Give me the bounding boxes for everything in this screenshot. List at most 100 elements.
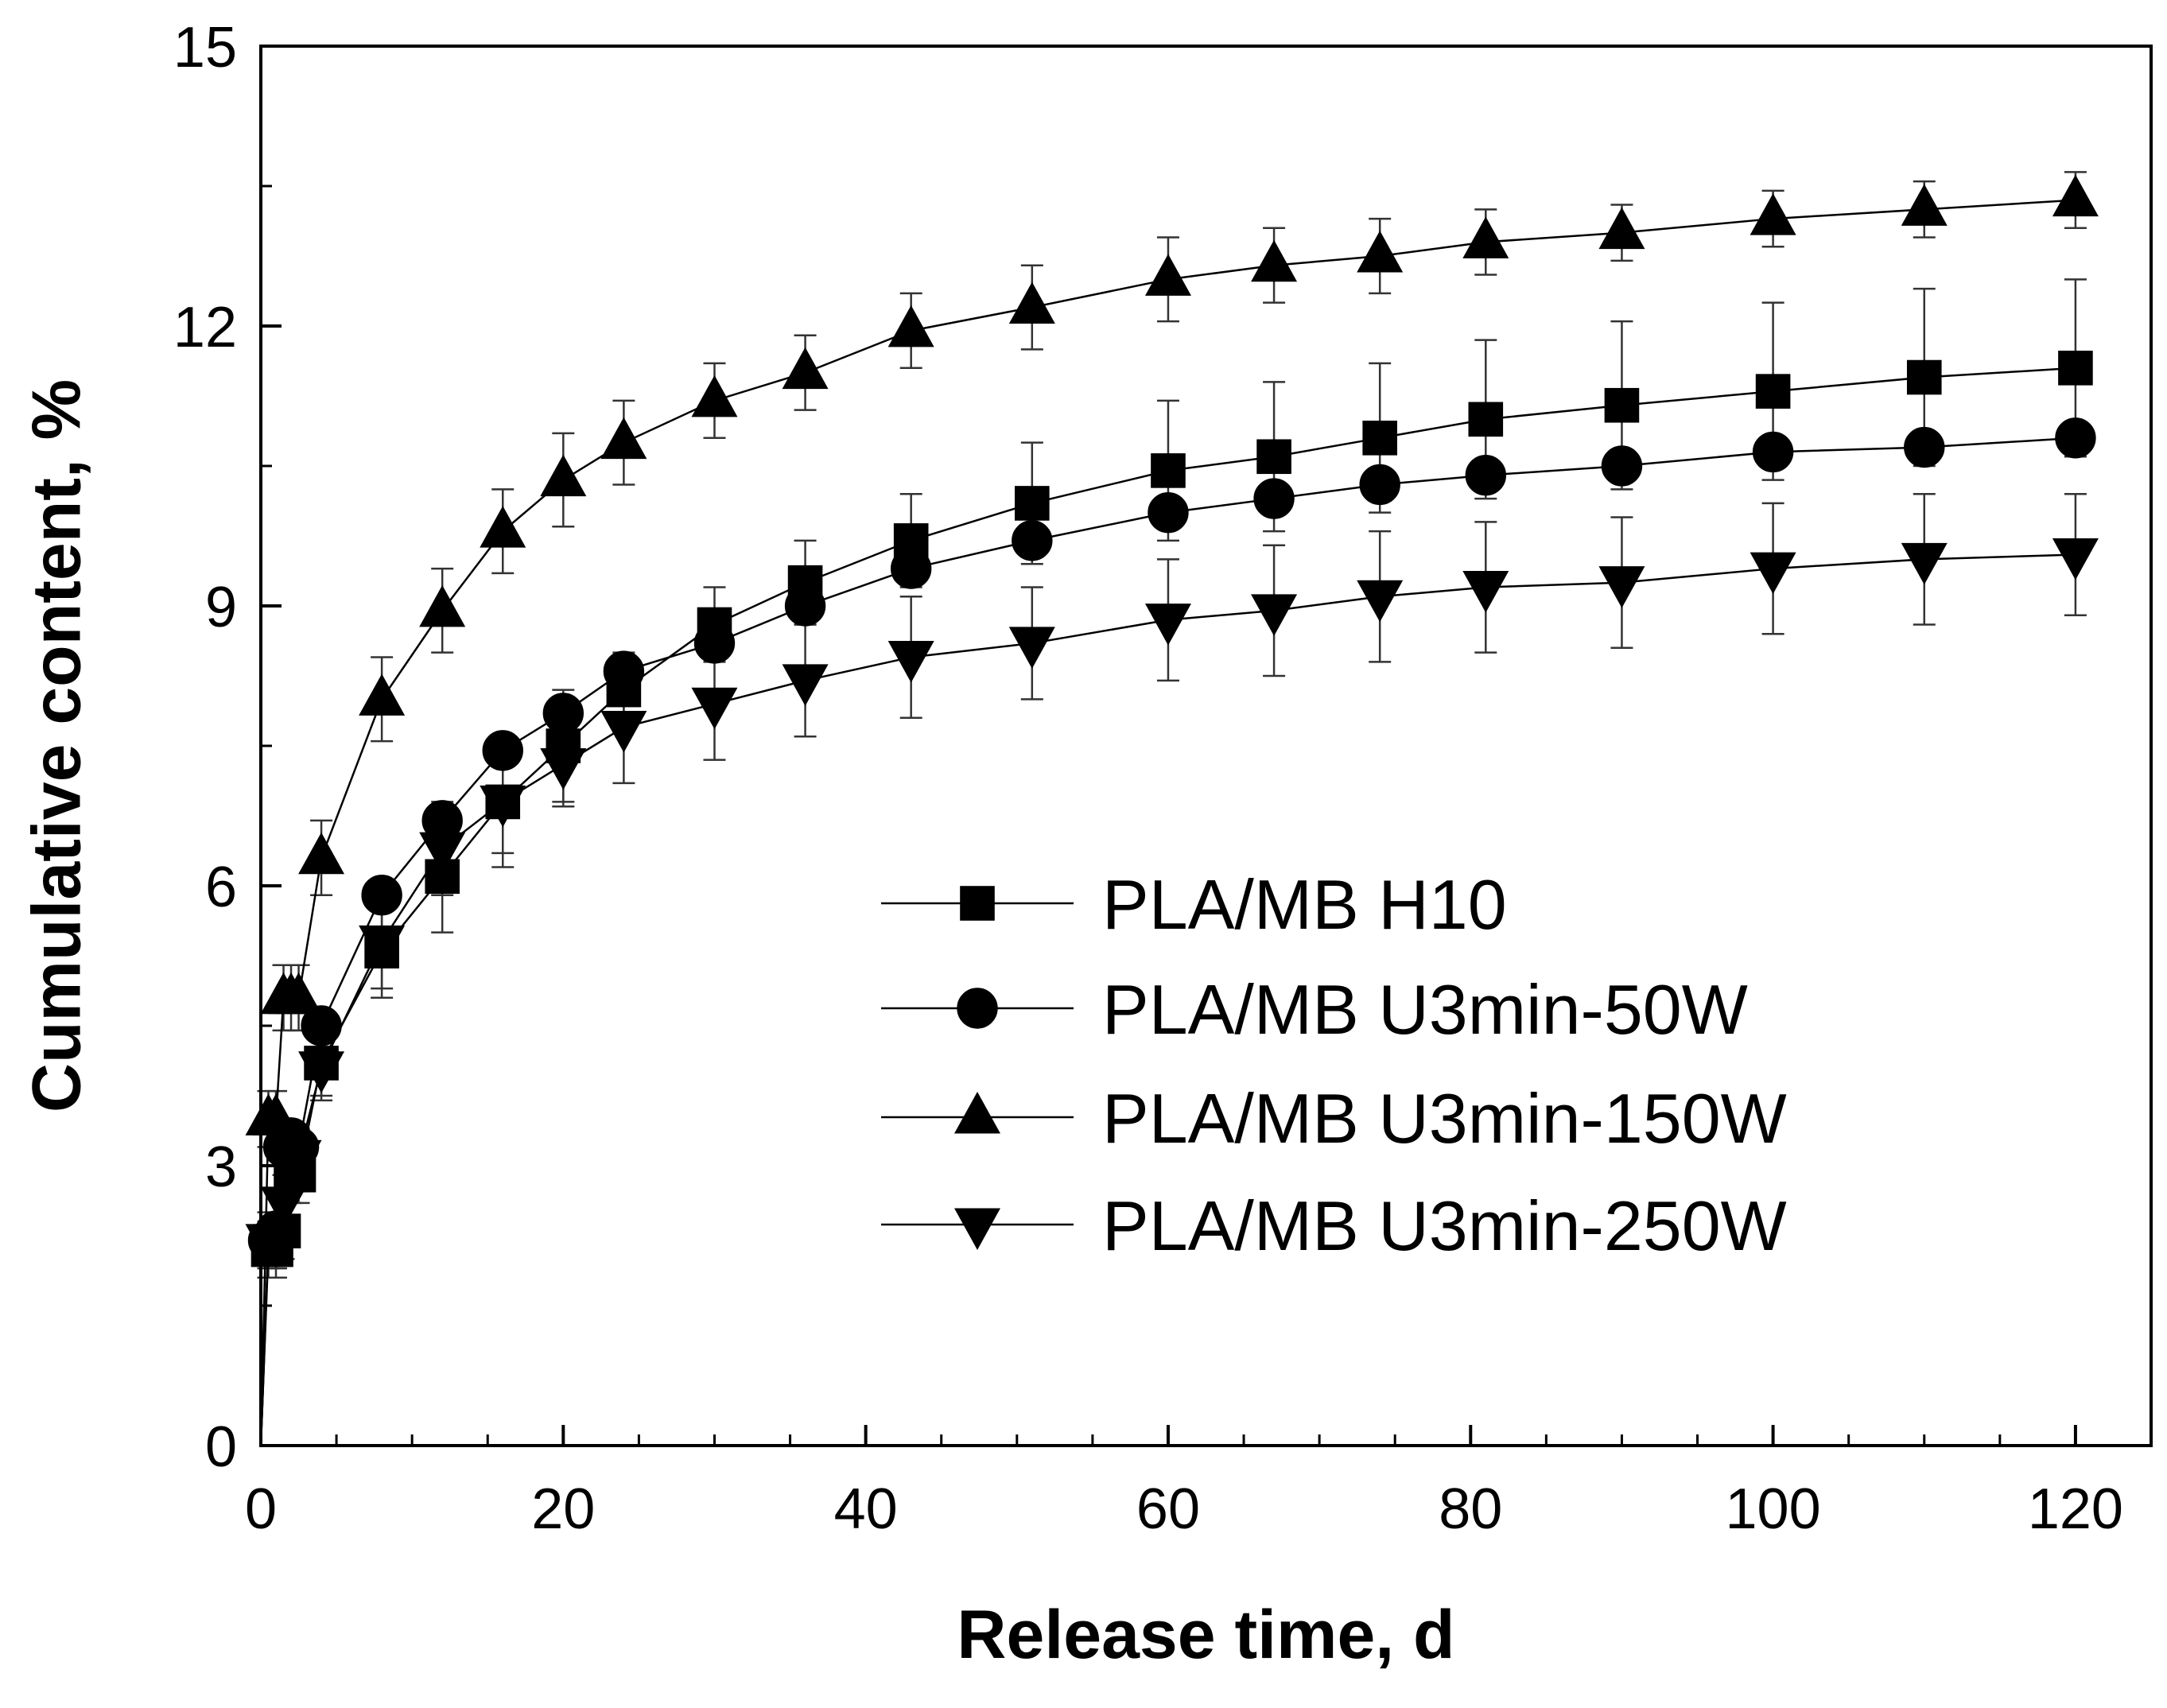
series-markers: [245, 174, 2099, 1267]
data-point: [540, 454, 587, 497]
data-point: [1151, 453, 1186, 488]
x-tick-label: 80: [1439, 1477, 1502, 1541]
data-point: [887, 641, 934, 683]
data-point: [890, 548, 932, 589]
x-tick-label: 100: [1726, 1477, 1821, 1541]
data-point: [1750, 193, 1796, 235]
data-point: [542, 693, 584, 734]
plot-frame: [259, 45, 2153, 1447]
legend-label: PLA/MB U3min-250W: [1102, 1186, 1787, 1265]
y-tick-label: 0: [205, 1415, 237, 1479]
data-point: [1148, 491, 1189, 534]
data-point: [1144, 604, 1191, 646]
data-point: [253, 1224, 300, 1266]
data-point: [260, 1186, 307, 1229]
data-point: [2055, 417, 2096, 459]
data-point: [301, 1005, 342, 1046]
data-point: [1251, 594, 1298, 636]
data-point: [298, 1051, 345, 1093]
legend-marker: [957, 988, 998, 1029]
data-point: [275, 972, 322, 1015]
data-point: [1468, 402, 1504, 437]
data-point: [1256, 439, 1291, 475]
data-point: [298, 832, 345, 875]
x-axis-title: Release time, d: [957, 1597, 1454, 1673]
x-tick-label: 60: [1136, 1477, 1200, 1541]
data-point: [1601, 445, 1643, 487]
data-point: [275, 1139, 322, 1182]
y-tick-label: 9: [205, 576, 237, 639]
legend-marker: [954, 1208, 1000, 1250]
data-point: [600, 711, 647, 753]
y-axis-title: Cumulative content, %: [19, 379, 95, 1112]
data-point: [1904, 426, 1945, 468]
x-tick-label: 120: [2028, 1477, 2123, 1541]
x-tick-label: 40: [834, 1477, 898, 1541]
data-point: [2058, 351, 2093, 386]
data-point: [1144, 254, 1191, 296]
x-tick-label: 0: [245, 1477, 277, 1541]
data-point: [2052, 174, 2099, 217]
data-point: [600, 417, 647, 460]
data-point: [2052, 538, 2099, 580]
x-tick-label: 20: [531, 1477, 595, 1541]
y-tick-label: 12: [173, 296, 237, 359]
data-point: [782, 664, 829, 706]
axis-ticks: [259, 45, 2153, 1447]
data-point: [1015, 486, 1050, 521]
data-point: [419, 584, 466, 627]
data-point: [1012, 520, 1053, 561]
data-point: [1901, 542, 1948, 585]
data-point: [784, 585, 826, 627]
data-point: [887, 305, 934, 347]
legend-item: PLA/MB H10: [881, 865, 1507, 944]
data-point: [1901, 184, 1948, 226]
data-point: [603, 650, 645, 692]
legend: PLA/MB H10 PLA/MB U3min-50W PLA/MB U3min-1…: [881, 865, 1787, 1265]
data-point: [782, 347, 829, 390]
data-point: [691, 687, 738, 730]
data-point: [419, 832, 466, 875]
legend-label: PLA/MB U3min-50W: [1102, 970, 1748, 1049]
data-point: [1253, 478, 1295, 519]
data-point: [1008, 627, 1055, 669]
legend-label: PLA/MB U3min-150W: [1102, 1079, 1787, 1158]
data-point: [1465, 455, 1506, 496]
data-point: [1755, 374, 1791, 409]
data-point: [1362, 421, 1397, 456]
data-point: [480, 785, 526, 828]
data-point: [1462, 216, 1509, 258]
tick-labels: 0 20 40 60 80 100 120 0 3 6 9 12 15: [173, 16, 2123, 1541]
data-point: [1752, 431, 1794, 473]
data-point: [540, 747, 587, 790]
data-point: [1906, 359, 1942, 395]
legend-item: PLA/MB U3min-50W: [881, 970, 1748, 1049]
legend-marker: [954, 1092, 1000, 1134]
legend-marker: [960, 886, 995, 921]
legend-item: PLA/MB U3min-150W: [881, 1079, 1787, 1158]
data-point: [1598, 207, 1645, 250]
data-point: [253, 1093, 300, 1135]
data-point: [359, 673, 406, 716]
data-point: [361, 875, 402, 916]
y-tick-label: 6: [205, 856, 237, 919]
y-tick-label: 15: [173, 16, 237, 80]
data-point: [1750, 552, 1796, 595]
data-point: [1357, 231, 1404, 273]
data-point: [1357, 580, 1404, 623]
data-point: [693, 623, 736, 664]
data-point: [1251, 239, 1298, 282]
data-point: [691, 375, 738, 417]
data-point: [1359, 464, 1400, 506]
data-point: [480, 506, 526, 548]
legend-label: PLA/MB H10: [1102, 865, 1507, 944]
data-point: [1598, 566, 1645, 608]
y-tick-label: 3: [205, 1135, 237, 1199]
data-point: [1462, 571, 1509, 613]
data-point: [1604, 387, 1640, 423]
data-point: [482, 730, 523, 771]
data-point: [359, 925, 406, 968]
legend-item: PLA/MB U3min-250W: [881, 1186, 1787, 1265]
